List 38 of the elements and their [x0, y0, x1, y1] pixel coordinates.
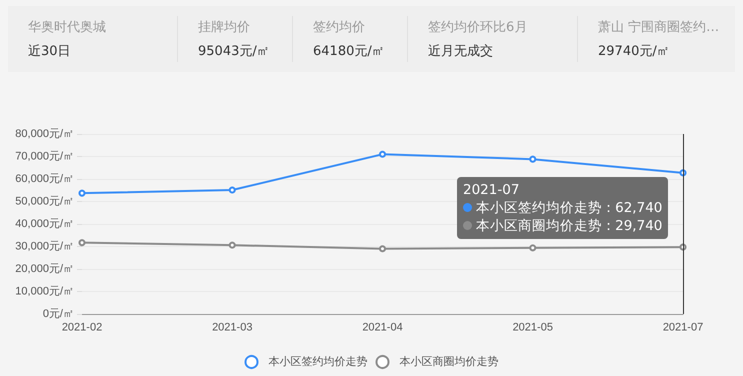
text: 29740元/㎡ [598, 43, 671, 60]
point [228, 186, 236, 194]
x-tick-label: 2021-03 [212, 322, 252, 334]
x-tick-label: 2021-05 [512, 322, 553, 334]
point [379, 245, 386, 252]
tooltip-panel: 2021-07 本小区签约均价走势 : 62,740 本小区商圈均价走势 : 29,740 [457, 177, 668, 240]
y-tick-label: 50,000元/㎡ [15, 196, 74, 208]
point [529, 156, 536, 163]
point [78, 190, 86, 197]
annotation: 本小区签约均价走势 : 62,740 [475, 199, 662, 218]
point [78, 239, 86, 246]
x-tick-label: 2021-07 [662, 322, 704, 334]
y-tick-label: 70,000元/㎡ [15, 150, 74, 162]
text: 挂牌均价 [198, 19, 251, 37]
text: 64180元/㎡ [313, 43, 386, 60]
text: 近30日 [28, 43, 72, 60]
annotation: 本小区商圈均价走势 : 29,740 [475, 217, 662, 236]
y-tick-label: 0元/㎡ [42, 308, 74, 320]
text: 签约均价环比6月 [428, 19, 528, 37]
y-tick-label: 60,000元/㎡ [15, 173, 74, 185]
text: 华奥时代奥城 [28, 19, 107, 37]
y-tick-label: 20,000元/㎡ [15, 263, 74, 275]
text: 95043元/㎡ [198, 43, 271, 60]
x-tick-label: 2021-04 [362, 322, 403, 334]
text: 萧山 宁围商圈签约… [598, 19, 720, 37]
point [379, 150, 386, 158]
point [228, 242, 236, 249]
x-tick-label: 2021-02 [62, 322, 102, 334]
y-tick-label: 10,000元/㎡ [15, 286, 74, 298]
text: 近月无成交 [428, 43, 494, 60]
y-tick-label: 30,000元/㎡ [15, 240, 74, 252]
y-tick-label: 40,000元/㎡ [15, 218, 74, 230]
y-tick-label: 80,000元/㎡ [15, 128, 74, 140]
point [529, 244, 536, 252]
legend-label: 本小区签约均价走势 [268, 355, 368, 368]
legend-label: 本小区商圈均价走势 [400, 355, 498, 368]
annotation: 2021-07 [463, 181, 520, 200]
text: 签约均价 [313, 19, 366, 37]
